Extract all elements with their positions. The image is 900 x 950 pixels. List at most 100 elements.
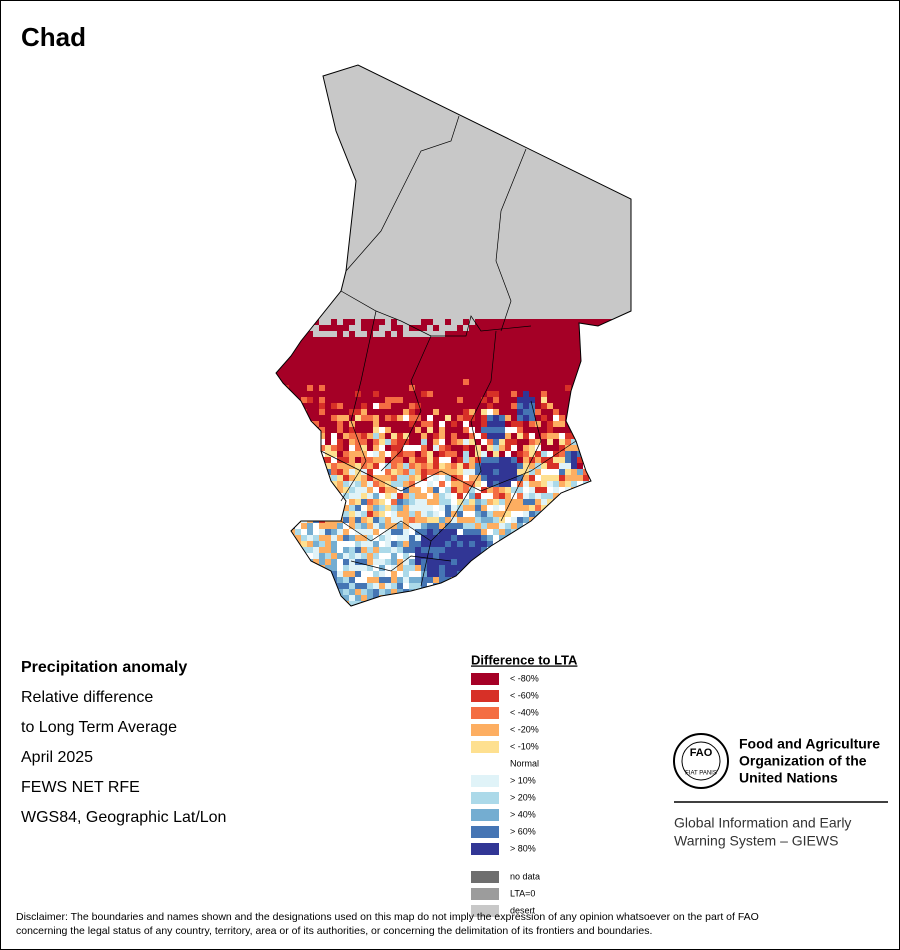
anomaly-cell (577, 469, 583, 475)
anomaly-cell (313, 583, 319, 589)
anomaly-cell (319, 583, 325, 589)
anomaly-cell (289, 421, 295, 427)
anomaly-cell (517, 397, 523, 403)
anomaly-cell (631, 493, 637, 499)
anomaly-cell (403, 403, 409, 409)
anomaly-cell (481, 379, 487, 385)
anomaly-cell (535, 571, 541, 577)
anomaly-cell (325, 523, 331, 529)
anomaly-cell (295, 589, 301, 595)
anomaly-cell (577, 511, 583, 517)
anomaly-cell (349, 517, 355, 523)
anomaly-cell (415, 403, 421, 409)
anomaly-cell (409, 583, 415, 589)
anomaly-cell (379, 391, 385, 397)
anomaly-cell (541, 355, 547, 361)
anomaly-cell (277, 451, 283, 457)
legend-label: < -10% (510, 741, 539, 751)
anomaly-cell (631, 505, 637, 511)
anomaly-cell (535, 601, 541, 606)
anomaly-cell (403, 433, 409, 439)
anomaly-cell (301, 559, 307, 565)
anomaly-cell (505, 583, 511, 589)
anomaly-cell (409, 499, 415, 505)
anomaly-cell (601, 499, 607, 505)
legend-label: no data (510, 871, 540, 881)
anomaly-cell (487, 409, 493, 415)
anomaly-cell (391, 601, 397, 606)
anomaly-cell (505, 451, 511, 457)
anomaly-cell (439, 391, 445, 397)
anomaly-cell (379, 433, 385, 439)
anomaly-cell (397, 385, 403, 391)
anomaly-cell (379, 373, 385, 379)
anomaly-cell (619, 523, 625, 529)
anomaly-cell (625, 523, 631, 529)
anomaly-cell (535, 493, 541, 499)
anomaly-cell (421, 517, 427, 523)
anomaly-cell (571, 337, 577, 343)
anomaly-cell (403, 385, 409, 391)
anomaly-cell (301, 493, 307, 499)
anomaly-cell (553, 367, 559, 373)
anomaly-cell (343, 349, 349, 355)
anomaly-cell (403, 583, 409, 589)
anomaly-cell (343, 529, 349, 535)
anomaly-cell (571, 421, 577, 427)
anomaly-cell (535, 523, 541, 529)
anomaly-cell (277, 577, 283, 583)
anomaly-cell (409, 397, 415, 403)
anomaly-cell (625, 349, 631, 355)
anomaly-cell (397, 529, 403, 535)
anomaly-cell (589, 451, 595, 457)
anomaly-cell (607, 433, 613, 439)
anomaly-cell (313, 487, 319, 493)
anomaly-cell (355, 343, 361, 349)
anomaly-cell (276, 481, 277, 487)
anomaly-cell (415, 457, 421, 463)
anomaly-cell (535, 517, 541, 523)
anomaly-cell (367, 529, 373, 535)
anomaly-cell (403, 511, 409, 517)
anomaly-cell (601, 403, 607, 409)
anomaly-cell (493, 361, 499, 367)
anomaly-cell (331, 373, 337, 379)
anomaly-cell (295, 601, 301, 606)
anomaly-cell (325, 385, 331, 391)
anomaly-cell (373, 601, 379, 606)
anomaly-cell (349, 541, 355, 547)
anomaly-cell (451, 583, 457, 589)
anomaly-cell (439, 367, 445, 373)
anomaly-cell (295, 373, 301, 379)
anomaly-cell (469, 403, 475, 409)
anomaly-cell (547, 565, 553, 571)
anomaly-cell (409, 463, 415, 469)
anomaly-cell (523, 421, 529, 427)
anomaly-cell (457, 379, 463, 385)
anomaly-cell (355, 397, 361, 403)
anomaly-cell (313, 397, 319, 403)
anomaly-cell (367, 349, 373, 355)
anomaly-cell (343, 421, 349, 427)
anomaly-cell (379, 427, 385, 433)
anomaly-cell (583, 565, 589, 571)
anomaly-cell (415, 565, 421, 571)
anomaly-cell (325, 601, 331, 606)
anomaly-cell (409, 373, 415, 379)
anomaly-cell (625, 559, 631, 565)
anomaly-cell (607, 589, 613, 595)
anomaly-cell (439, 595, 445, 601)
anomaly-cell (385, 445, 391, 451)
anomaly-cell (499, 319, 505, 325)
anomaly-cell (487, 469, 493, 475)
anomaly-cell (559, 463, 565, 469)
anomaly-cell (607, 439, 613, 445)
anomaly-cell (343, 607, 349, 613)
anomaly-cell (469, 601, 475, 606)
anomaly-cell (349, 571, 355, 577)
anomaly-cell (565, 457, 571, 463)
anomaly-cell (277, 421, 283, 427)
anomaly-cell (541, 397, 547, 403)
anomaly-cell (313, 439, 319, 445)
anomaly-cell (343, 511, 349, 517)
